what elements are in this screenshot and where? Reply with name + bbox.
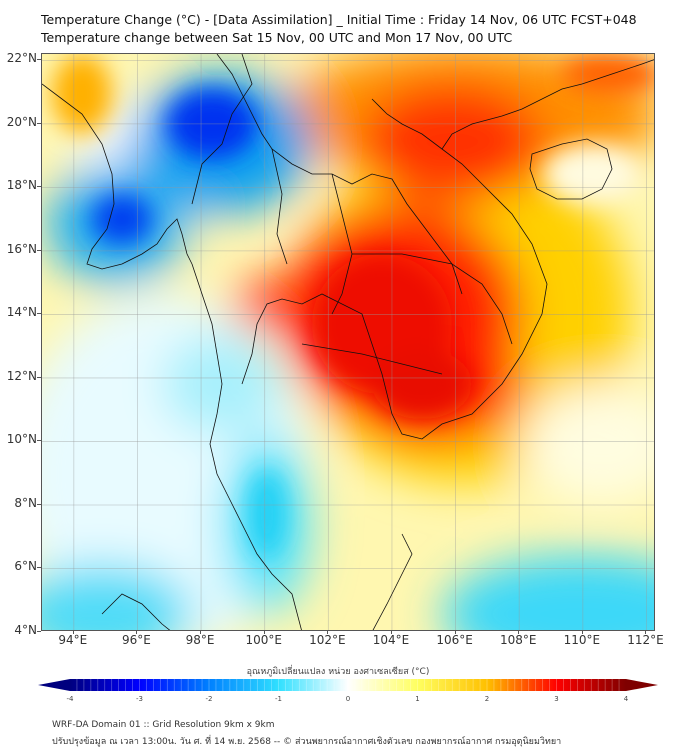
- lat-tick-label: 14°N: [6, 305, 37, 320]
- lon-tick: [454, 631, 456, 634]
- lat-tick: [37, 631, 41, 632]
- credit-line: ปรับปรุงข้อมูล ณ เวลา 13:00น. วัน ศ. ที่…: [52, 737, 562, 747]
- lon-tick: [518, 631, 520, 634]
- lat-tick: [37, 376, 41, 378]
- lat-tick: [37, 122, 41, 124]
- lat-tick-label: 22°N: [6, 51, 37, 66]
- lon-tick: [136, 631, 138, 634]
- lat-tick: [37, 249, 41, 251]
- lat-tick: [37, 567, 41, 569]
- colorbar-tick-label: 0: [345, 695, 351, 703]
- lat-tick-label: 18°N: [6, 178, 37, 193]
- lon-tick-label: 108°E: [499, 633, 537, 647]
- coastlines: [42, 54, 654, 630]
- lat-tick-label: 12°N: [6, 368, 37, 383]
- lon-tick-label: 100°E: [245, 633, 282, 647]
- colorbar-tick-label: 3: [554, 695, 559, 703]
- lon-tick: [72, 631, 74, 634]
- lon-tick: [581, 631, 583, 634]
- lat-tick-label: 8°N: [14, 495, 37, 510]
- colorbar: [38, 679, 658, 691]
- lon-tick: [645, 631, 647, 634]
- lat-tick-label: 10°N: [6, 432, 37, 447]
- lon-tick-label: 94°E: [58, 633, 88, 647]
- temperature-change-map: [41, 53, 655, 631]
- lon-tick: [327, 631, 329, 634]
- colorbar-min-extend: [38, 679, 70, 691]
- lat-tick: [37, 59, 41, 61]
- lat-tick-label: 20°N: [6, 114, 37, 129]
- colorbar-title: อุณหภูมิเปลี่ยนแปลง หน่วย องศาเซลเซียส (…: [246, 667, 430, 677]
- lat-tick-label: 16°N: [6, 241, 37, 256]
- lon-tick-label: 110°E: [563, 633, 601, 647]
- model-info: WRF-DA Domain 01 :: Grid Resolution 9km …: [52, 720, 275, 730]
- colorbar-tick-label: -2: [205, 695, 213, 703]
- chart-title: Temperature Change (°C) - [Data Assimila…: [41, 12, 637, 27]
- lon-tick-label: 98°E: [185, 633, 215, 647]
- lat-tick: [37, 440, 41, 442]
- lon-tick: [263, 631, 265, 634]
- lat-tick-label: 4°N: [14, 623, 37, 637]
- colorbar-tick-label: 2: [484, 695, 490, 703]
- lat-tick-label: 6°N: [14, 559, 37, 574]
- map-canvas: [42, 54, 654, 630]
- gridlines: [42, 54, 654, 630]
- lon-tick-label: 96°E: [122, 633, 151, 647]
- chart-subtitle: Temperature change between Sat 15 Nov, 0…: [41, 30, 513, 45]
- lat-tick: [37, 503, 41, 505]
- lat-tick: [37, 186, 41, 188]
- lon-tick-label: 112°E: [627, 633, 664, 647]
- colorbar-gradient: [70, 679, 626, 691]
- colorbar-tick-label: -3: [136, 695, 143, 703]
- lat-tick: [37, 313, 41, 315]
- lon-tick-label: 102°E: [309, 633, 346, 647]
- colorbar-tick-label: -1: [275, 695, 282, 703]
- colorbar-max-extend: [626, 679, 658, 691]
- colorbar-tick-label: 1: [415, 695, 420, 703]
- lon-tick: [390, 631, 392, 634]
- lon-tick-label: 104°E: [372, 633, 410, 647]
- lon-tick: [200, 631, 202, 634]
- colorbar-tick-label: -4: [66, 695, 74, 703]
- lon-tick-label: 106°E: [436, 633, 473, 647]
- colorbar-tick-label: 4: [623, 695, 629, 703]
